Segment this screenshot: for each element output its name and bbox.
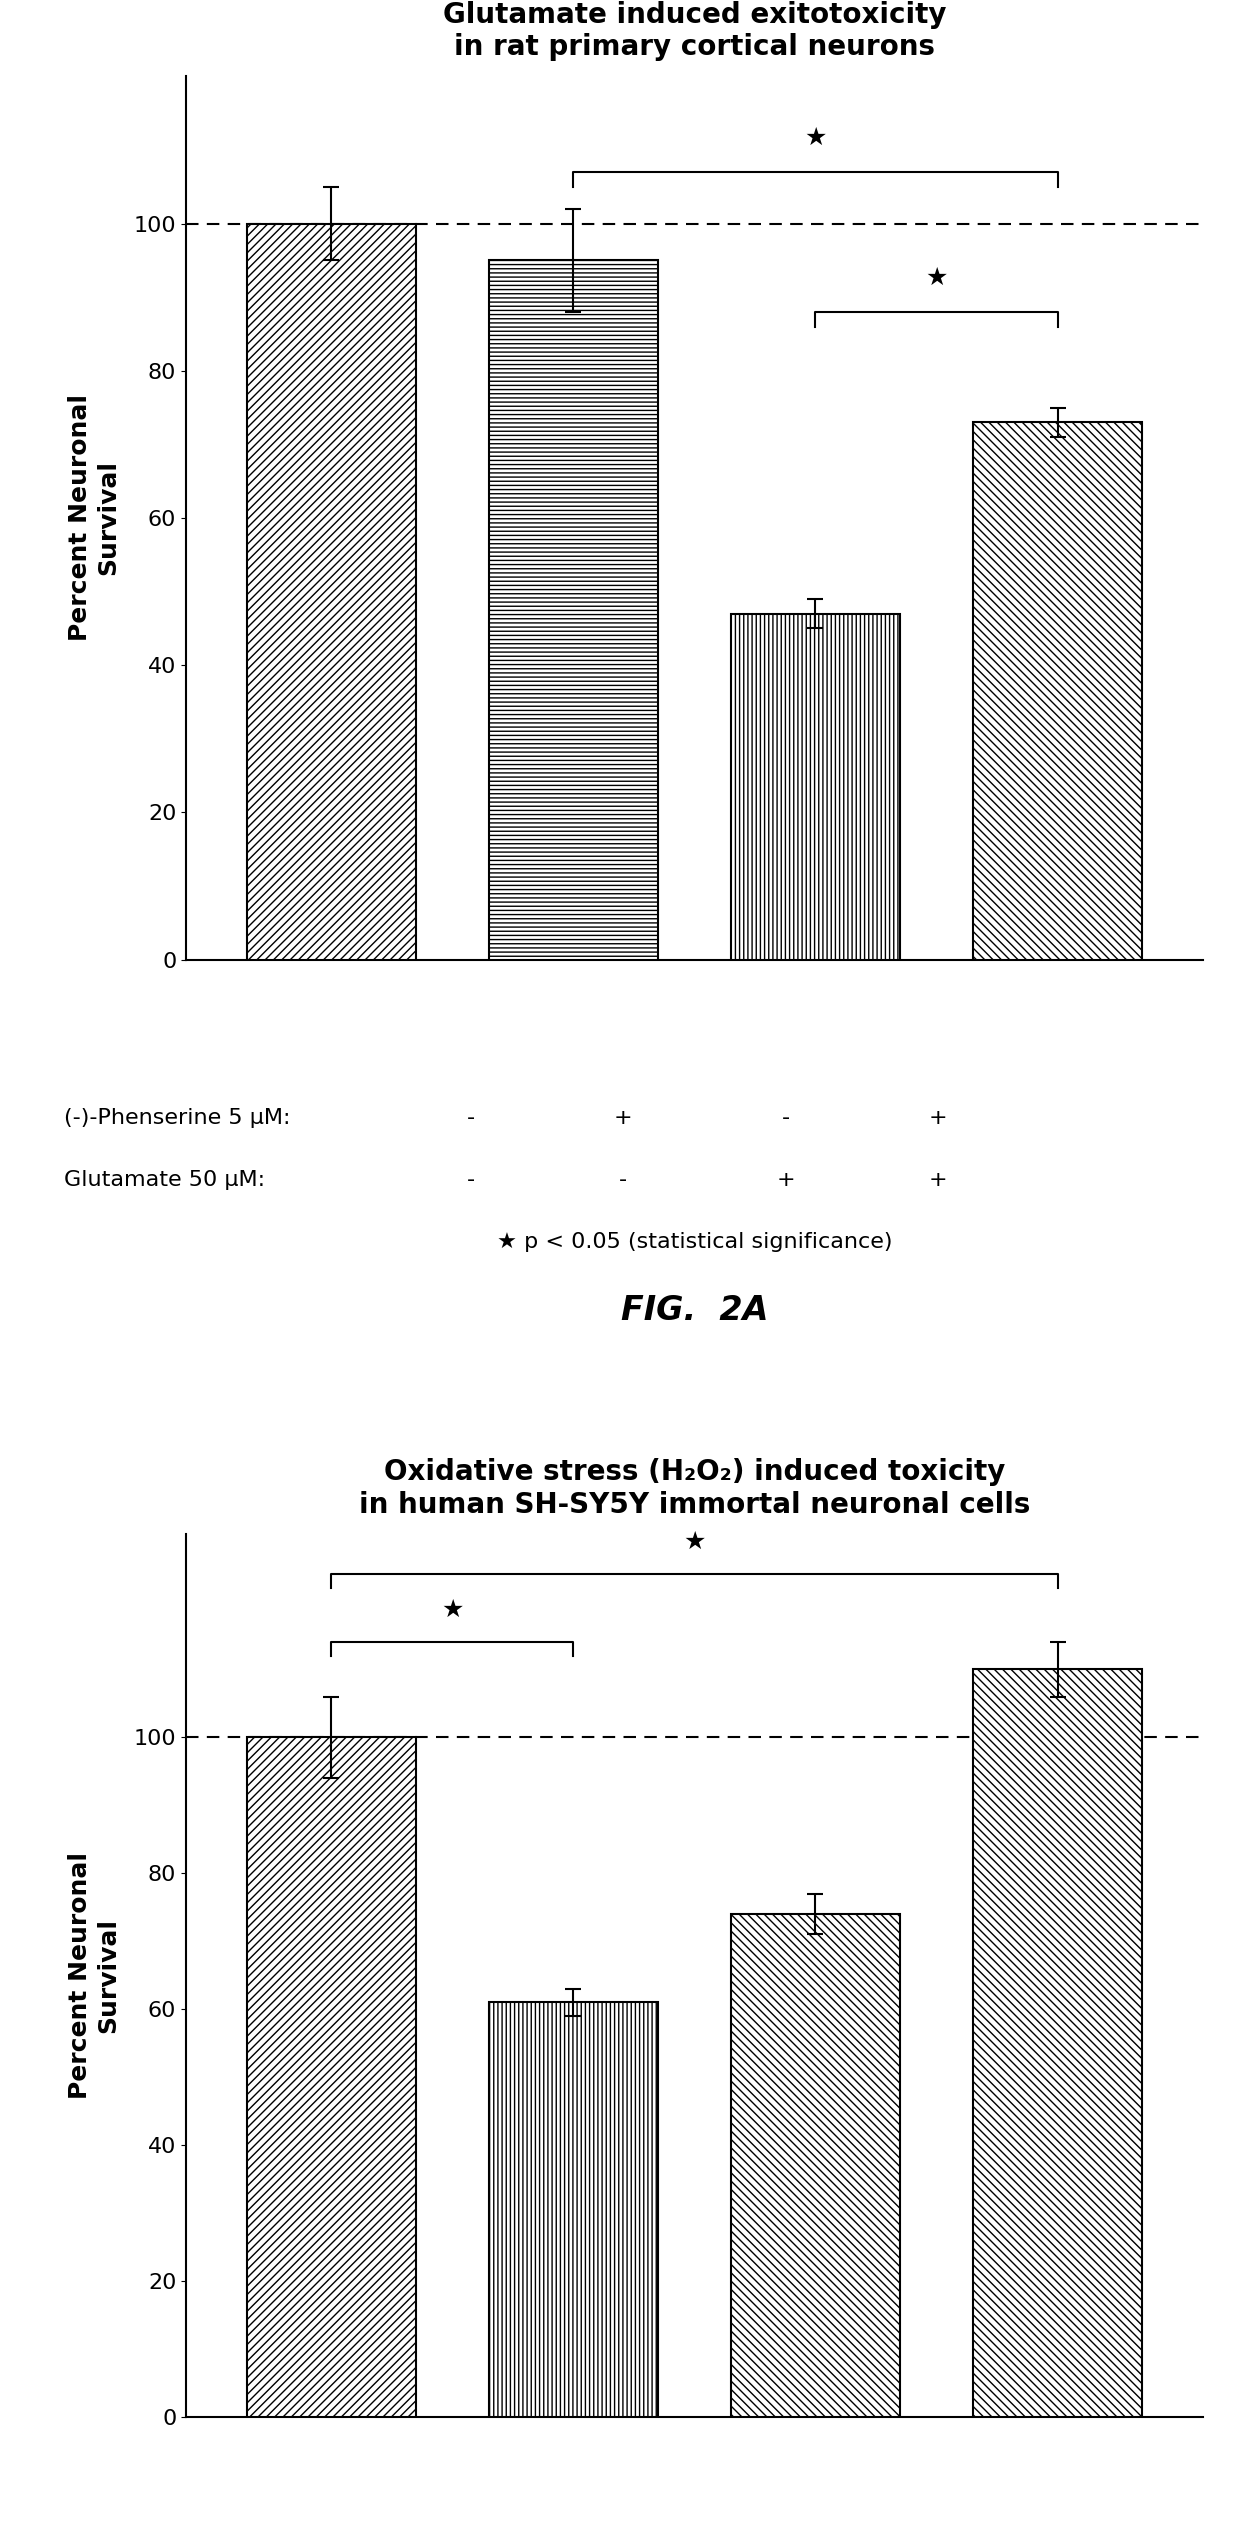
Text: -: - <box>466 1109 475 1130</box>
Text: +: + <box>929 1109 947 1130</box>
Text: -: - <box>466 1170 475 1191</box>
Bar <box>489 2002 658 2417</box>
Text: +: + <box>614 1109 632 1130</box>
Text: Glutamate 50 μM:: Glutamate 50 μM: <box>64 1170 265 1191</box>
Text: ★: ★ <box>683 1529 706 1554</box>
Text: ★ p < 0.05 (statistical significance): ★ p < 0.05 (statistical significance) <box>497 1231 892 1252</box>
Text: FIG.  2A: FIG. 2A <box>621 1295 768 1325</box>
Text: ★: ★ <box>805 125 827 150</box>
Text: (-)-Phenserine 5 μM:: (-)-Phenserine 5 μM: <box>64 1109 290 1130</box>
Text: +: + <box>929 1170 947 1191</box>
Bar <box>247 224 415 959</box>
Title: Glutamate induced exitotoxicity
in rat primary cortical neurons: Glutamate induced exitotoxicity in rat p… <box>443 0 946 61</box>
Bar <box>247 1738 415 2417</box>
Text: -: - <box>782 1109 790 1130</box>
Text: ★: ★ <box>441 1598 464 1623</box>
Title: Oxidative stress (H₂O₂) induced toxicity
in human SH-SY5Y immortal neuronal cell: Oxidative stress (H₂O₂) induced toxicity… <box>358 1458 1030 1519</box>
Y-axis label: Percent Neuronal
Survival: Percent Neuronal Survival <box>68 394 120 641</box>
Text: ★: ★ <box>925 265 947 290</box>
Bar <box>973 1669 1142 2417</box>
Bar <box>973 422 1142 959</box>
Y-axis label: Percent Neuronal
Survival: Percent Neuronal Survival <box>68 1852 120 2099</box>
Bar <box>489 259 658 959</box>
Text: +: + <box>776 1170 795 1191</box>
Bar <box>730 1913 900 2417</box>
Text: -: - <box>619 1170 627 1191</box>
Bar <box>730 613 900 959</box>
